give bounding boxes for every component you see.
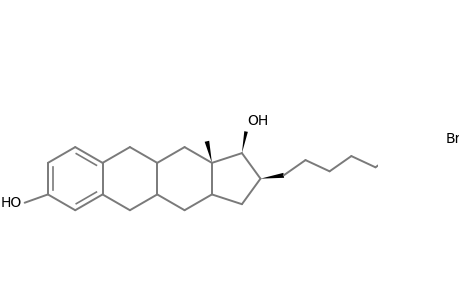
Polygon shape bbox=[260, 173, 284, 179]
Polygon shape bbox=[204, 141, 212, 163]
Text: OH: OH bbox=[246, 114, 268, 128]
Text: HO: HO bbox=[1, 196, 22, 210]
Polygon shape bbox=[241, 131, 247, 153]
Text: Br: Br bbox=[445, 132, 459, 145]
